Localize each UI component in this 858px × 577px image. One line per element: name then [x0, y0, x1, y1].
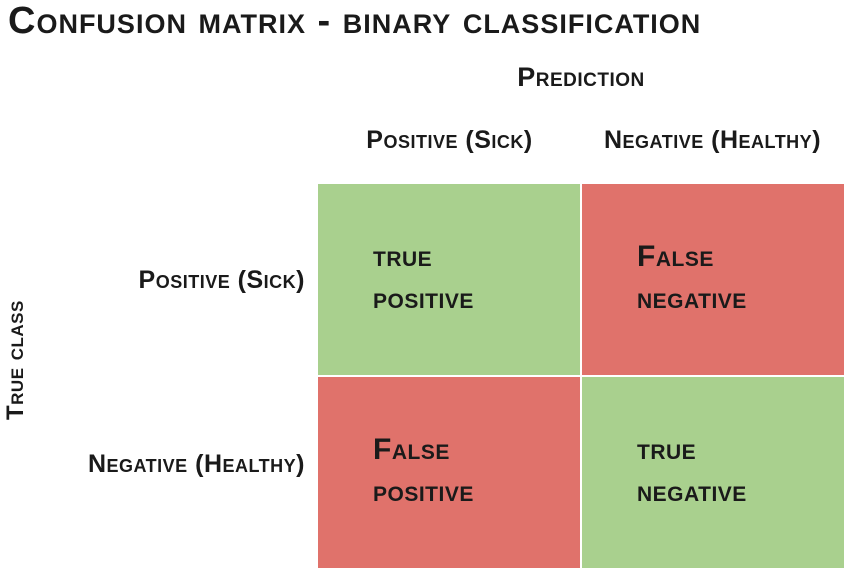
prediction-axis-label: Prediction [517, 62, 645, 92]
cell-false-negative: False negative [582, 184, 844, 375]
cell-label-line: true [373, 240, 433, 273]
cell-false-positive: False positive [318, 377, 580, 568]
cell-true-positive: true positive [318, 184, 580, 375]
row-header-negative: Negative (Healthy) [87, 450, 305, 478]
row-header-positive: Positive (Sick) [138, 266, 305, 294]
column-header-positive: Positive (Sick) [366, 126, 533, 154]
page-title: Confusion matrix - binary classification [8, 0, 702, 42]
true-class-axis-label: True class [2, 300, 29, 420]
cell-label-line: negative [637, 475, 747, 508]
column-header-negative: Negative (Healthy) [603, 126, 822, 154]
cell-label-line: False [637, 240, 714, 273]
cell-label-line: negative [637, 282, 747, 315]
cell-true-negative: true negative [582, 377, 844, 568]
column-headers: Positive (Sick) Negative (Healthy) [318, 126, 844, 155]
confusion-matrix: true positive False negative False posit… [318, 184, 844, 568]
cell-label-line: False [373, 433, 450, 466]
cell-label-line: true [637, 433, 697, 466]
cell-label-line: positive [373, 282, 474, 315]
cell-label-line: positive [373, 475, 474, 508]
